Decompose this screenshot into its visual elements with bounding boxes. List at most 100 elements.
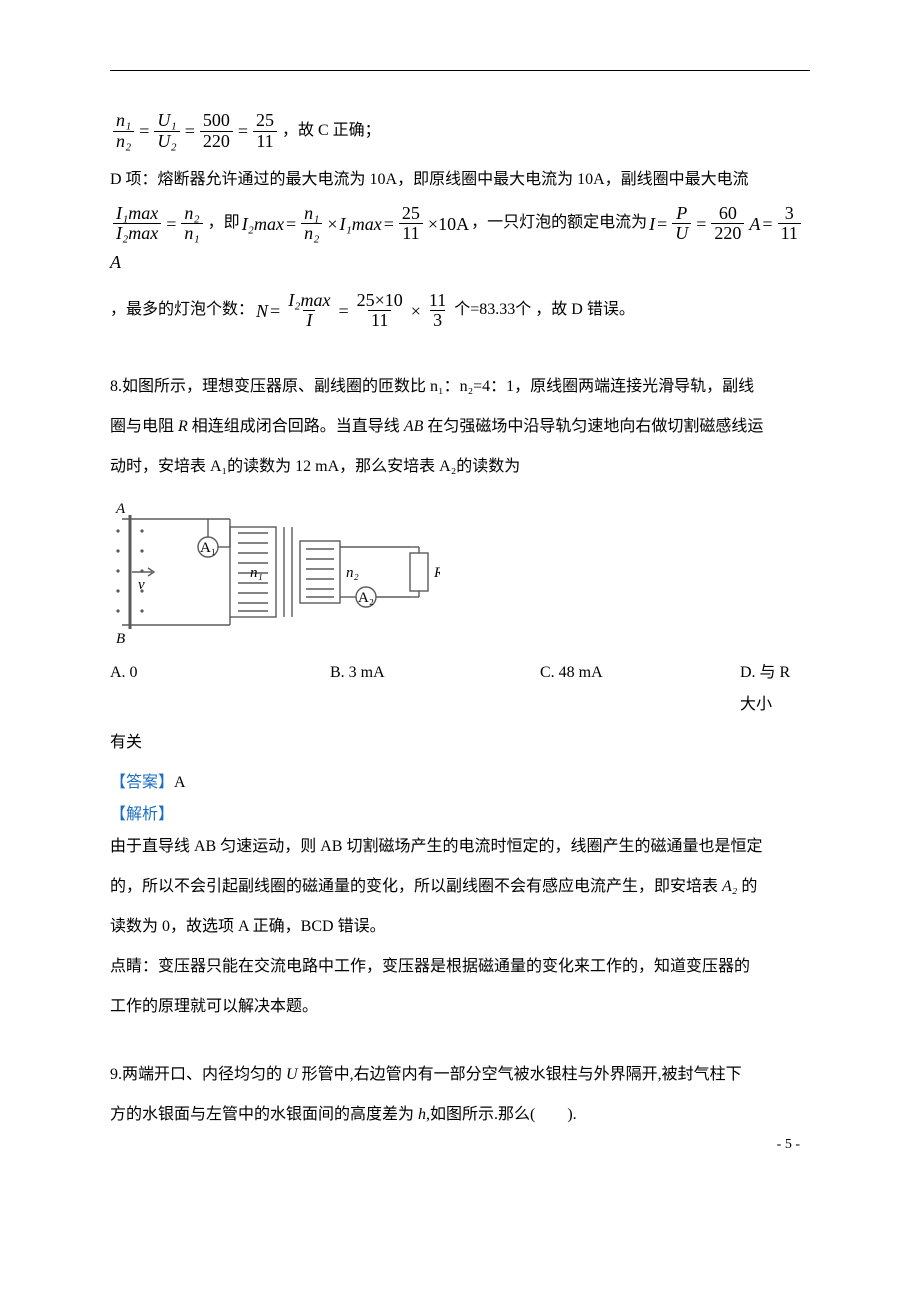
q8-expl-2b: A₂ (722, 878, 737, 895)
page-number: - 5 - (777, 1137, 800, 1153)
eq: = (384, 208, 394, 240)
eq: = (139, 115, 149, 147)
eq: = (762, 208, 772, 240)
frac-p-u: P U (672, 204, 691, 245)
label-A2: A₂ (358, 590, 374, 606)
den: 220 (711, 223, 744, 244)
q8-stem-1: 8.如图所示，理想变压器原、副线圈的匝数比 n₁：n₂=4：1，原线圈两端连接光… (110, 371, 810, 403)
frac-i1max-i2max: I₁max I₂max (113, 204, 161, 245)
eq: = (270, 295, 280, 327)
eq: = (185, 115, 195, 147)
q9-stem-2: 方的水银面与左管中的水银面间的高度差为 h,如图所示.那么( ). (110, 1099, 810, 1131)
q8-stem-3: 动时，安培表 A₁的读数为 12 mA，那么安培表 A₂的读数为 (110, 451, 810, 483)
option-d-text: D. 与 R 大小 (740, 664, 790, 713)
spacer (110, 343, 810, 371)
den: 220 (200, 131, 233, 152)
mid2: ，一只灯泡的额定电流为 (471, 209, 647, 238)
q8-expl-2: 的，所以不会引起副线圈的磁通量的变化，所以副线圈不会有感应电流产生，即安培表 A… (110, 871, 810, 903)
frac-500-220: 500 220 (200, 111, 233, 152)
den: n₁ (181, 223, 202, 244)
analysis-label: 【解析】 (110, 799, 810, 831)
num: P (673, 204, 690, 224)
den: n₂ (301, 223, 322, 244)
frac-n2-n1: n₂ n₁ (181, 204, 202, 245)
N: N (256, 295, 268, 327)
pre: ，最多的灯泡个数： (110, 296, 254, 325)
q8-expl-3: 读数为 0，故选项 A 正确，BCD 错误。 (110, 911, 810, 943)
q9-stem-1a: 9.两端开口、内径均匀的 U 形管中,右边管内有一部分空气被水银柱与外界隔开,被… (110, 1066, 742, 1083)
frac-25-11b: 25 11 (399, 204, 423, 245)
spacer (110, 1031, 810, 1059)
q8-stem-2a: 圈与电阻 R 相连组成闭合回路。当直导线 AB 在匀强磁场中沿导轨匀速地向右做切… (110, 418, 763, 435)
frac-25x10-11: 25×10 11 (354, 291, 406, 332)
num: 25 (399, 204, 423, 224)
num: n₂ (181, 204, 202, 224)
eq: = (696, 208, 706, 240)
label-R: R (433, 565, 440, 581)
num: I₁max (113, 204, 161, 224)
times10a: ×10A (428, 208, 469, 240)
q8-stem-2: 圈与电阻 R 相连组成闭合回路。当直导线 AB 在匀强磁场中沿导轨匀速地向右做切… (110, 411, 810, 443)
answer-line: 【答案】A (110, 767, 810, 799)
den: U₂ (154, 131, 179, 152)
eq: = (166, 208, 176, 240)
frac-60-220: 60 220 (711, 204, 744, 245)
q8-opt-tail: 有关 (110, 727, 810, 759)
num: 25 (253, 111, 277, 131)
option-b: B. 3 mA (330, 657, 540, 721)
q8-expl-1: 由于直导线 AB 匀速运动，则 AB 切割磁场产生的电流时恒定的，线圈产生的磁通… (110, 831, 810, 863)
num: 3 (782, 204, 797, 224)
d-formula: I₁max I₂max = n₂ n₁ ，即 I₂max = n₁ n₂ × I… (110, 204, 810, 279)
answer-label: 【答案】 (110, 774, 174, 791)
tail-text: ，故 C 正确； (282, 117, 381, 146)
den: 11 (778, 223, 801, 244)
label-B: B (116, 631, 125, 647)
option-a: A. 0 (110, 657, 330, 721)
num: n₁ (301, 204, 322, 224)
q8-expl-2a: 的，所以不会引起副线圈的磁通量的变化，所以副线圈不会有感应电流产生，即安培表 (110, 878, 718, 895)
I: I (649, 208, 655, 240)
num: 60 (716, 204, 740, 224)
num: n₁ (113, 111, 134, 131)
q8-options: A. 0 B. 3 mA C. 48 mA D. 与 R 大小 (110, 657, 810, 721)
option-d: D. 与 R 大小 (740, 657, 810, 721)
circuit-diagram: A B v A₁ A₂ n₁ n₂ R (110, 497, 440, 647)
mid1: ，即 (208, 209, 240, 238)
den: I₂max (113, 223, 161, 244)
formula-ratio: n₁ n₂ = U₁ U₂ = 500 220 = 25 11 ，故 C 正确； (110, 111, 810, 152)
num: I₂max (285, 291, 333, 311)
label-A: A (115, 501, 126, 517)
den: 11 (368, 310, 391, 331)
den: 11 (399, 223, 422, 244)
eq: = (286, 208, 296, 240)
frac-n1-n2: n₁ n₂ (113, 111, 134, 152)
den: U (672, 223, 691, 244)
label-n2: n₂ (346, 565, 359, 581)
d-intro: D 项：熔断器允许通过的最大电流为 10A，即原线圈中最大电流为 10A，副线圈… (110, 164, 810, 196)
frac-11-3: 11 3 (426, 291, 449, 332)
num: 500 (200, 111, 233, 131)
answer-value: A (174, 774, 186, 791)
A: A (749, 208, 760, 240)
frac-n1-n2-b: n₁ n₂ (301, 204, 322, 245)
frac-25-11: 25 11 (253, 111, 277, 152)
num: 11 (426, 291, 449, 311)
d-tail: ，最多的灯泡个数： N = I₂max I = 25×10 11 × 11 3 … (110, 291, 810, 332)
i2max: I₂max (242, 208, 284, 240)
frac-i2max-i: I₂max I (285, 291, 333, 332)
times: × (327, 208, 337, 240)
num: U₁ (154, 111, 179, 131)
q9-stem-1: 9.两端开口、内径均匀的 U 形管中,右边管内有一部分空气被水银柱与外界隔开,被… (110, 1059, 810, 1091)
eq: = (238, 115, 248, 147)
top-rule (110, 70, 810, 71)
label-A1: A₁ (200, 540, 216, 556)
frac-u1-u2: U₁ U₂ (154, 111, 179, 152)
tail: 个=83.33个 ，故 D 错误。 (454, 296, 635, 325)
eq: = (657, 208, 667, 240)
den: 3 (430, 310, 445, 331)
num: 25×10 (354, 291, 406, 311)
label-v: v (138, 577, 145, 593)
den: 11 (253, 131, 276, 152)
den: I (303, 310, 315, 331)
eq: = (338, 295, 348, 327)
